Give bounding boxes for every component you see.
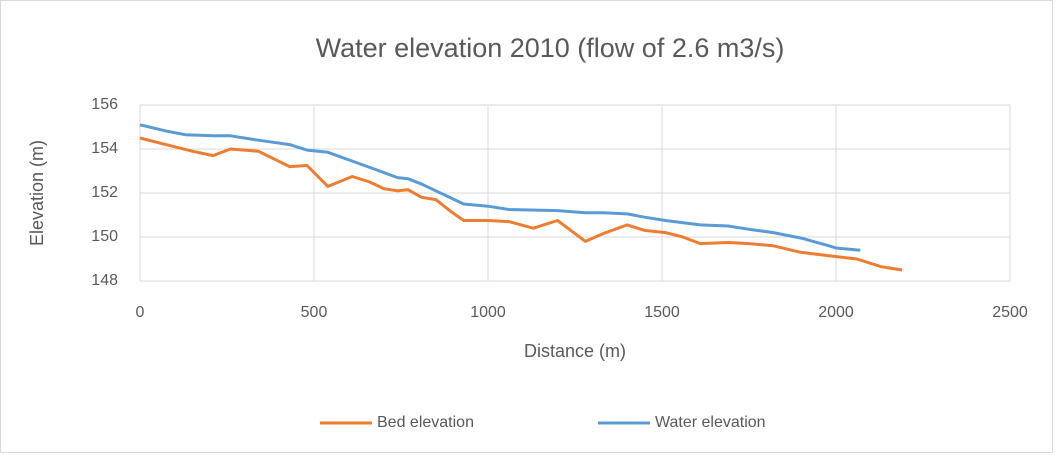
x-tick-label: 0 (136, 304, 145, 321)
x-tick-label: 2500 (992, 304, 1028, 321)
data-line (139, 136, 903, 272)
x-tick-label: 500 (301, 304, 328, 321)
x-tick-label: 1000 (470, 304, 506, 321)
y-tick-label: 150 (91, 228, 118, 245)
y-tick-label: 154 (91, 140, 118, 157)
x-tick-label: 1500 (644, 304, 680, 321)
data-line (139, 123, 861, 252)
y-tick-label: 156 (91, 96, 118, 113)
x-tick-label: 2000 (818, 304, 854, 321)
y-tick-label: 148 (91, 272, 118, 289)
legend-label: Bed elevation (377, 414, 474, 431)
x-axis-label: Distance (m) (524, 341, 626, 361)
y-tick-label: 152 (91, 184, 118, 201)
legend-label: Water elevation (655, 414, 766, 431)
y-axis-label: Elevation (m) (27, 140, 47, 246)
chart-title: Water elevation 2010 (flow of 2.6 m3/s) (316, 33, 785, 63)
